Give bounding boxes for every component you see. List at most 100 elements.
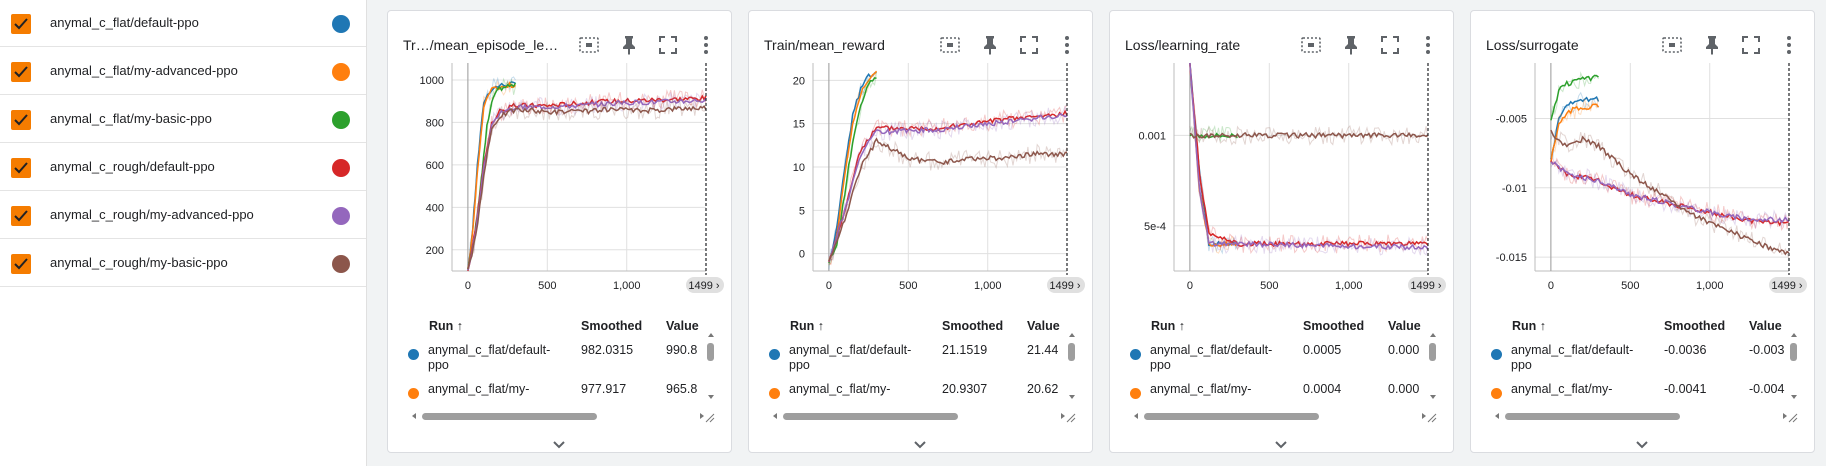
checkmark-icon [14,258,28,270]
run-row[interactable]: anymal_c_rough/default-ppo [0,144,366,191]
run-checkbox[interactable] [11,254,31,274]
fit-domain-icon[interactable] [1299,33,1323,57]
run-checkbox[interactable] [11,206,31,226]
column-header-run[interactable]: Run ↑ [429,319,464,333]
series-raw-line [1550,159,1790,230]
pin-icon[interactable] [617,33,641,57]
chevron-down-icon[interactable] [1271,435,1291,455]
table-horizontal-scrollbar[interactable] [412,412,704,420]
run-color-swatch[interactable] [332,111,350,129]
run-color-swatch[interactable] [332,63,350,81]
series-raw-line [1550,71,1599,117]
fullscreen-icon[interactable] [1017,33,1041,57]
table-run-name: anymal_c_flat/my- [1511,382,1613,396]
column-header-smoothed[interactable]: Smoothed [942,319,1004,333]
run-checkbox[interactable] [11,110,31,130]
table-smoothed-value: -0.0041 [1664,382,1707,396]
y-tick-label: 0.001 [1138,130,1166,142]
table-horizontal-scrollbar[interactable] [1495,412,1787,420]
series-line [1550,103,1600,163]
column-header-value[interactable]: Value [666,319,699,333]
resize-handle-icon[interactable] [1427,413,1437,423]
run-color-swatch[interactable] [332,255,350,273]
fullscreen-icon[interactable] [1378,33,1402,57]
table-vertical-scrollbar[interactable] [707,331,714,407]
table-run-name: anymal_c_flat/my- [428,382,530,396]
column-header-value[interactable]: Value [1027,319,1060,333]
pin-icon[interactable] [1339,33,1363,57]
run-color-dot [408,349,419,360]
column-header-smoothed[interactable]: Smoothed [581,319,643,333]
fit-domain-icon[interactable] [938,33,962,57]
column-header-smoothed[interactable]: Smoothed [1664,319,1726,333]
series-line [1550,129,1790,256]
table-vertical-scrollbar[interactable] [1068,331,1075,407]
table-value: 965.8 [666,382,698,396]
run-row[interactable]: anymal_c_rough/my-basic-ppo [0,240,366,287]
run-row[interactable]: anymal_c_flat/my-basic-ppo [0,96,366,143]
resize-handle-icon[interactable] [1788,413,1798,423]
y-tick-label: 600 [426,160,444,172]
run-row[interactable]: anymal_c_rough/my-advanced-ppo [0,192,366,239]
y-tick-label: -0.01 [1502,183,1527,195]
pin-icon[interactable] [1700,33,1724,57]
more-vert-icon[interactable] [1416,33,1440,57]
series-line [1189,62,1429,251]
x-tick-label: 1,000 [1696,280,1724,292]
column-header-run[interactable]: Run ↑ [790,319,825,333]
run-color-dot [1130,349,1141,360]
run-checkbox[interactable] [11,158,31,178]
table-smoothed-value: 21.1519 [942,343,988,357]
table-run-name: anymal_c_flat/default-ppo [789,343,912,372]
y-tick-label: 10 [793,162,805,174]
run-label: anymal_c_flat/default-ppo [50,15,199,30]
run-row[interactable]: anymal_c_flat/my-advanced-ppo [0,48,366,95]
fullscreen-icon[interactable] [1739,33,1763,57]
chevron-down-icon[interactable] [910,435,930,455]
chevron-down-icon[interactable] [1632,435,1652,455]
column-header-run[interactable]: Run ↑ [1151,319,1186,333]
line-chart[interactable]: 5e-4 0.001 0 500 1,000 1499 › [1110,59,1455,314]
line-chart[interactable]: 200 400 600 800 1000 0 500 1,000 1499 › [388,59,733,314]
column-header-value[interactable]: Value [1388,319,1421,333]
column-header-run[interactable]: Run ↑ [1512,319,1547,333]
step-badge [1408,277,1446,293]
run-checkbox[interactable] [11,62,31,82]
step-badge-label: 1499 › [688,280,720,292]
resize-handle-icon[interactable] [705,413,715,423]
run-color-swatch[interactable] [332,159,350,177]
pin-icon[interactable] [978,33,1002,57]
y-tick-label: 1000 [420,75,444,87]
run-row[interactable]: anymal_c_flat/default-ppo [0,0,366,47]
more-vert-icon[interactable] [694,33,718,57]
series-raw-line [828,105,1068,266]
fit-domain-icon[interactable] [577,33,601,57]
chevron-down-icon[interactable] [549,435,569,455]
table-smoothed-value: 20.9307 [942,382,988,396]
fit-domain-icon[interactable] [1660,33,1684,57]
line-chart[interactable]: -0.005 -0.01 -0.015 0 500 1,000 1499 › [1471,59,1816,314]
more-vert-icon[interactable] [1055,33,1079,57]
column-header-smoothed[interactable]: Smoothed [1303,319,1365,333]
run-checkbox[interactable] [11,14,31,34]
table-horizontal-scrollbar[interactable] [773,412,1065,420]
checkmark-icon [14,210,28,222]
table-value: 0.000 [1388,382,1420,396]
column-header-value[interactable]: Value [1749,319,1782,333]
table-vertical-scrollbar[interactable] [1429,331,1436,407]
fullscreen-icon[interactable] [656,33,680,57]
step-badge [686,277,724,293]
line-chart[interactable]: 0 5 10 15 20 0 500 1,000 1499 › [749,59,1094,314]
table-horizontal-scrollbar[interactable] [1134,412,1426,420]
table-value: 0.000 [1388,343,1420,357]
y-tick-label: 5e-4 [1144,221,1166,233]
table-value: -0.004 [1749,382,1785,396]
run-label: anymal_c_flat/my-basic-ppo [50,111,212,126]
run-color-swatch[interactable] [332,207,350,225]
table-vertical-scrollbar[interactable] [1790,331,1797,407]
series-line [828,109,1068,263]
more-vert-icon[interactable] [1777,33,1801,57]
resize-handle-icon[interactable] [1066,413,1076,423]
series-line [1550,95,1600,160]
run-color-swatch[interactable] [332,15,350,33]
